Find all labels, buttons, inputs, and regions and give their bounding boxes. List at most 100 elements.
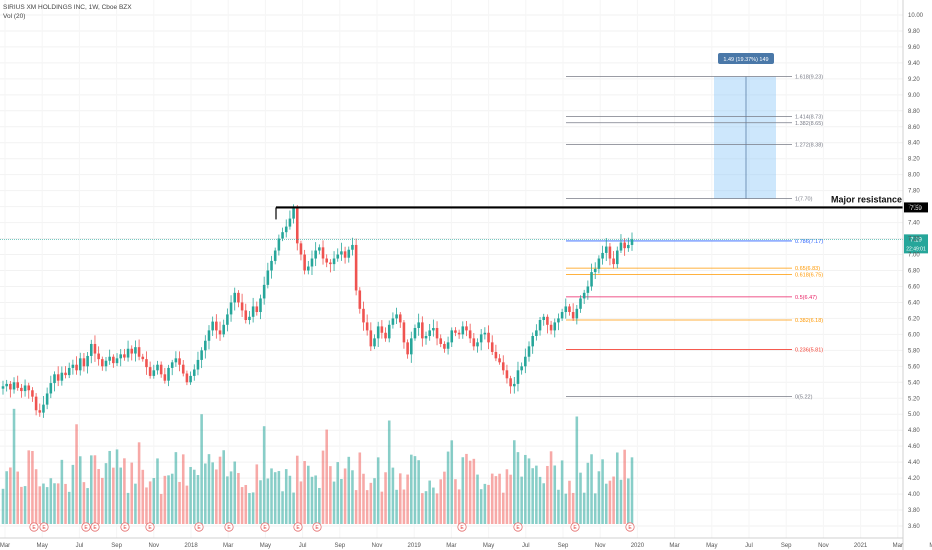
candle-body xyxy=(321,247,325,259)
x-tick-label: Mar xyxy=(669,543,679,549)
y-tick-label: 7.40 xyxy=(908,221,920,227)
volume-bar xyxy=(604,483,608,524)
volume-bar xyxy=(343,468,347,524)
candle-body xyxy=(53,374,56,384)
y-tick-label: 6.00 xyxy=(908,332,920,338)
volume-bar xyxy=(130,462,134,524)
candle-body xyxy=(60,372,64,381)
volume-bar xyxy=(376,457,380,524)
volume-bar xyxy=(152,477,156,524)
candle-body xyxy=(119,354,122,359)
candle-body xyxy=(623,242,626,249)
candle-body xyxy=(233,292,237,303)
y-tick-label: 7.00 xyxy=(908,253,920,259)
candle-body xyxy=(347,249,351,258)
volume-bar xyxy=(119,467,122,524)
candle-body xyxy=(299,243,303,255)
volume-bar xyxy=(336,462,340,524)
y-tick-label: 7.60 xyxy=(908,205,920,211)
volume-bar xyxy=(380,491,384,524)
volume-bar xyxy=(112,467,115,524)
candle-body xyxy=(207,330,211,341)
x-tick-label: 2021 xyxy=(854,543,868,549)
volume-bar xyxy=(494,476,498,524)
volume-bar xyxy=(270,468,273,524)
volume-bar xyxy=(12,408,16,524)
candle-body xyxy=(23,385,27,392)
volume-bar xyxy=(222,450,225,524)
candle-body xyxy=(170,362,174,368)
candle-body xyxy=(159,364,163,375)
volume-bar xyxy=(75,424,78,524)
earnings-marker-label: E xyxy=(32,525,36,531)
volume-bar xyxy=(307,465,310,524)
candle-body xyxy=(130,348,134,354)
volume-bar xyxy=(557,489,560,524)
fib-level-label: 0(5.22) xyxy=(795,395,813,401)
earnings-marker xyxy=(457,522,467,532)
candle-body xyxy=(579,298,582,309)
volume-bar xyxy=(31,450,34,524)
y-tick-label: 4.00 xyxy=(908,492,920,498)
x-tick-label: May xyxy=(929,543,932,549)
x-tick-label: Nov xyxy=(148,543,159,549)
candle-body xyxy=(20,387,23,392)
volume-bar xyxy=(115,449,119,524)
earnings-marker-label: E xyxy=(460,525,464,531)
candle-body xyxy=(406,342,409,355)
volume-bar xyxy=(395,489,398,524)
candle-body xyxy=(575,308,579,319)
volume-bar xyxy=(281,491,284,524)
candles xyxy=(1,204,634,418)
volume-bar xyxy=(332,481,336,524)
measure-label: 1.49 (19.37%) 149 xyxy=(723,57,768,63)
candle-body xyxy=(93,343,97,354)
volume-bar xyxy=(369,482,373,524)
volume-bar xyxy=(608,480,612,524)
resistance-price-tag xyxy=(904,202,928,213)
earnings-marker-label: E xyxy=(573,525,577,531)
candle-body xyxy=(601,252,604,259)
candle-body xyxy=(318,247,321,251)
candle-body xyxy=(362,308,365,323)
volume-bar xyxy=(365,490,369,524)
volume-bar xyxy=(612,476,615,524)
volume-bar xyxy=(292,492,295,524)
volume-bar xyxy=(424,491,428,524)
y-tick-label: 6.40 xyxy=(908,300,920,306)
measure-label-box xyxy=(718,53,774,64)
x-tick-label: 2020 xyxy=(631,543,645,549)
volume-bar xyxy=(38,486,42,524)
x-tick-label: May xyxy=(260,543,271,549)
candle-body xyxy=(314,250,317,259)
chart-title: SIRIUS XM HOLDINGS INC, 1W, Cboe BZX xyxy=(3,4,132,11)
candle-body xyxy=(34,396,38,411)
volume-bar xyxy=(27,450,31,524)
volume-bar xyxy=(579,472,582,524)
volume-bar xyxy=(248,493,251,524)
candle-body xyxy=(513,383,516,387)
volume-bar xyxy=(78,456,82,524)
candle-body xyxy=(185,373,189,383)
candle-body xyxy=(16,382,20,388)
volume-bar xyxy=(45,487,49,524)
candle-body xyxy=(38,410,42,413)
candle-body xyxy=(329,262,332,265)
earnings-marker-label: E xyxy=(148,525,152,531)
y-tick-label: 7.20 xyxy=(908,237,920,243)
candle-body xyxy=(134,347,137,354)
candle-body xyxy=(564,306,568,313)
volume-bar xyxy=(560,460,564,524)
candle-body xyxy=(248,316,251,321)
volume-bar xyxy=(134,483,137,524)
volume-bar xyxy=(1,488,5,524)
x-tick-label: Mar xyxy=(223,543,233,549)
candle-body xyxy=(71,364,75,368)
volume-bar xyxy=(564,493,568,524)
y-tick-label: 5.80 xyxy=(908,348,920,354)
x-tick-label: Nov xyxy=(372,543,383,549)
candle-body xyxy=(604,246,608,253)
candle-body xyxy=(78,358,82,371)
candle-body xyxy=(490,342,494,352)
